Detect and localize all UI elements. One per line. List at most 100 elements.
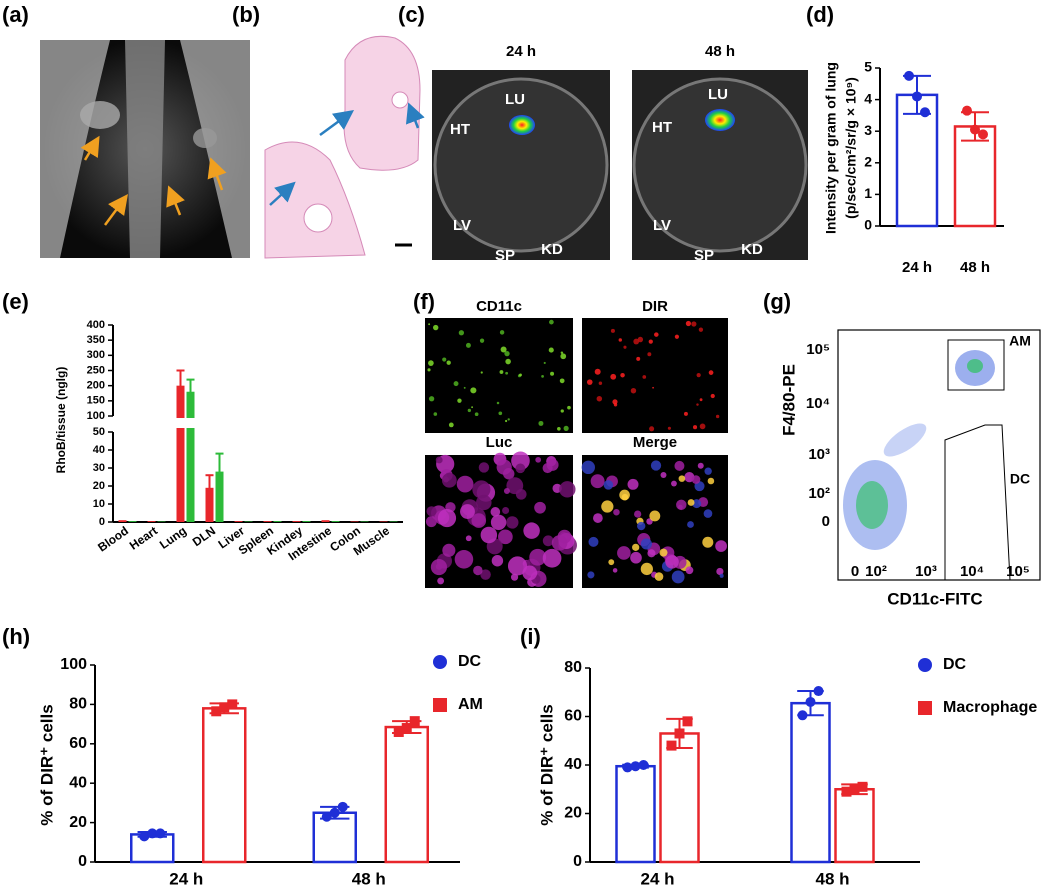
y-tick-label: 0: [78, 853, 87, 870]
channel-label: DIR: [642, 298, 668, 315]
speck: [707, 477, 715, 485]
gate: [947, 339, 1005, 391]
x-axis-label: CD11c-FITC: [887, 589, 982, 608]
speck: [538, 420, 544, 426]
speck: [446, 360, 451, 365]
speck: [612, 568, 618, 573]
speck: [603, 480, 614, 490]
y-tick-label: 10³: [808, 446, 830, 463]
bar: [130, 833, 175, 864]
speck: [674, 334, 680, 339]
speck: [687, 499, 695, 506]
y-tick-label: 0: [864, 217, 872, 233]
speck: [559, 481, 576, 498]
airway: [303, 203, 333, 233]
speck: [627, 478, 639, 490]
speck: [598, 381, 603, 385]
speck: [704, 467, 712, 475]
x-tick-label: 24 h: [640, 869, 674, 888]
speck: [479, 338, 485, 343]
x-tick-label: 10²: [865, 563, 887, 580]
speck: [542, 535, 554, 547]
speck: [698, 327, 704, 332]
legend-label: AM: [458, 696, 483, 713]
x-tick-label: 10⁴: [960, 563, 984, 580]
bar: [202, 707, 247, 864]
speck: [471, 406, 474, 409]
y-tick-label: 300: [87, 349, 105, 361]
speck: [490, 514, 507, 531]
x-tick-label: 0: [851, 563, 859, 580]
speck: [649, 426, 655, 432]
speck: [691, 475, 701, 484]
chart: 0 1 2 3 4 5 24 h 48 h Intensity per gram of lung…: [823, 59, 1004, 276]
speck: [505, 371, 509, 375]
data-point: [674, 728, 685, 739]
speck: [671, 480, 677, 487]
speck: [654, 332, 659, 337]
histology-image: [264, 35, 425, 259]
speck: [716, 567, 724, 576]
data-point: [797, 710, 808, 721]
speck: [480, 526, 498, 544]
panel-label: (d): [806, 2, 834, 27]
speck: [506, 477, 524, 495]
speck: [470, 387, 477, 394]
legend-marker: [433, 698, 447, 712]
speck: [619, 489, 630, 501]
bar: [263, 521, 272, 522]
speck: [697, 462, 704, 469]
bar: [234, 521, 243, 522]
speck: [478, 462, 490, 473]
bar: [244, 521, 253, 522]
speck: [506, 516, 519, 529]
gate-label: DC: [1010, 471, 1030, 487]
y-tick-label: 10⁴: [806, 395, 830, 412]
y-tick-label: 20: [93, 480, 105, 492]
speck: [560, 351, 564, 354]
organ-label: LU: [708, 86, 728, 103]
speck: [442, 543, 456, 557]
speck: [428, 396, 435, 402]
arrow: [166, 185, 185, 216]
speck: [560, 353, 567, 360]
airway: [391, 91, 409, 109]
y-tick-label: 0: [99, 516, 105, 528]
bar: [176, 385, 185, 522]
speck: [535, 456, 542, 463]
data-point: [155, 828, 166, 839]
speck: [601, 500, 614, 513]
speck: [557, 426, 561, 431]
data-point: [147, 828, 158, 839]
arrow: [319, 110, 355, 137]
speck: [456, 475, 474, 493]
x-tick-label: Lung: [157, 524, 189, 552]
y-tick-label: 20: [69, 814, 87, 831]
ct-lesion: [193, 128, 217, 148]
bar: [215, 471, 224, 522]
ct-lesion: [80, 101, 120, 129]
legend-label: DC: [458, 653, 482, 670]
ivis-image: [432, 70, 808, 260]
arrow: [207, 157, 227, 191]
y-tick-label: 350: [87, 334, 105, 346]
speck: [640, 562, 653, 576]
speck: [715, 540, 727, 552]
data-point: [329, 807, 340, 818]
speck: [467, 408, 472, 413]
speck: [678, 475, 686, 482]
speck: [515, 463, 526, 474]
speck: [702, 536, 714, 548]
speck: [652, 386, 654, 389]
speck: [671, 570, 685, 584]
speck: [426, 506, 437, 517]
data-point: [849, 784, 860, 795]
y-tick-label: 1: [864, 185, 872, 201]
arrow: [103, 193, 128, 226]
speck: [427, 368, 431, 372]
data-point: [393, 726, 404, 737]
speck: [442, 357, 447, 362]
bar: [350, 521, 359, 522]
bar: [384, 725, 429, 864]
speck: [433, 324, 439, 331]
